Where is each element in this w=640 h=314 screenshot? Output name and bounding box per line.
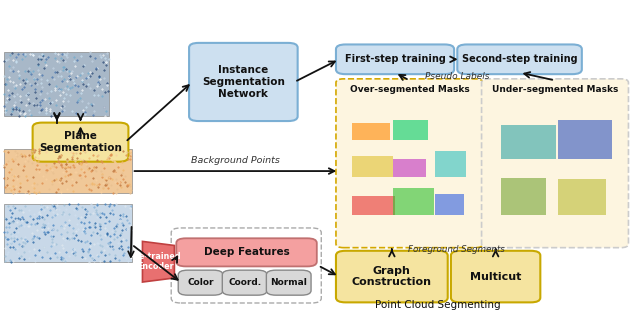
Text: Normal: Normal	[270, 278, 307, 287]
FancyBboxPatch shape	[222, 270, 267, 295]
FancyBboxPatch shape	[4, 52, 109, 116]
FancyBboxPatch shape	[336, 45, 454, 74]
FancyBboxPatch shape	[394, 120, 428, 140]
Text: Pseudo Labels: Pseudo Labels	[425, 72, 490, 81]
FancyBboxPatch shape	[451, 251, 540, 302]
FancyBboxPatch shape	[435, 151, 466, 177]
Text: Coord.: Coord.	[228, 278, 261, 287]
Polygon shape	[143, 241, 174, 282]
FancyBboxPatch shape	[500, 125, 556, 159]
Text: First-step training: First-step training	[344, 54, 445, 64]
FancyBboxPatch shape	[352, 196, 395, 215]
Text: Instance
Segmentation
Network: Instance Segmentation Network	[202, 65, 285, 99]
FancyBboxPatch shape	[178, 270, 223, 295]
Text: Deep Features: Deep Features	[204, 247, 289, 257]
FancyBboxPatch shape	[266, 270, 311, 295]
Text: Over-segmented Masks: Over-segmented Masks	[349, 85, 469, 94]
FancyBboxPatch shape	[33, 122, 129, 162]
FancyBboxPatch shape	[352, 123, 390, 140]
FancyBboxPatch shape	[435, 194, 465, 215]
Text: Multicut: Multicut	[470, 272, 522, 282]
FancyBboxPatch shape	[481, 79, 628, 248]
Text: Plane
Segmentation: Plane Segmentation	[39, 131, 122, 153]
Text: Under-segmented Masks: Under-segmented Masks	[492, 85, 618, 94]
FancyBboxPatch shape	[336, 79, 483, 248]
Text: Graph
Construction: Graph Construction	[352, 266, 432, 287]
FancyBboxPatch shape	[394, 188, 434, 215]
FancyBboxPatch shape	[4, 204, 132, 262]
Text: Background Points: Background Points	[191, 156, 280, 165]
FancyBboxPatch shape	[394, 159, 426, 177]
FancyBboxPatch shape	[336, 251, 448, 302]
FancyBboxPatch shape	[458, 45, 582, 74]
Text: Point Cloud Segmenting: Point Cloud Segmenting	[375, 300, 501, 310]
FancyBboxPatch shape	[500, 178, 546, 215]
FancyBboxPatch shape	[4, 149, 132, 193]
Text: Pre-trained
Encoder: Pre-trained Encoder	[129, 252, 181, 271]
FancyBboxPatch shape	[176, 238, 317, 266]
Text: Color: Color	[188, 278, 214, 287]
Text: Second-step training: Second-step training	[461, 54, 577, 64]
FancyBboxPatch shape	[352, 156, 393, 177]
FancyBboxPatch shape	[189, 43, 298, 121]
Text: Foreground Segments: Foreground Segments	[408, 245, 505, 254]
FancyBboxPatch shape	[558, 120, 612, 159]
FancyBboxPatch shape	[558, 179, 606, 215]
